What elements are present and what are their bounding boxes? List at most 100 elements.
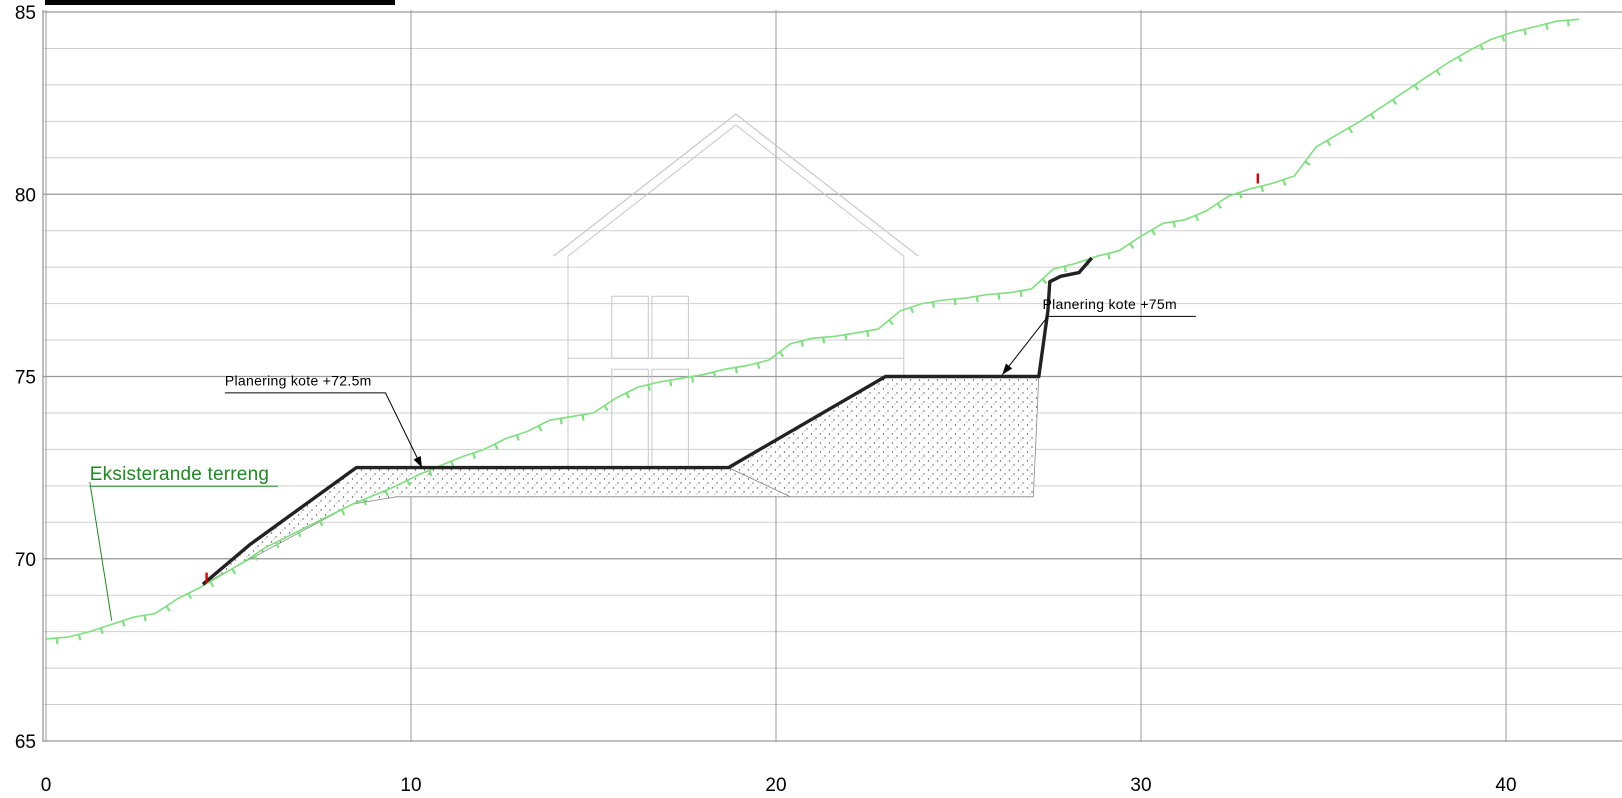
terrain-hatch <box>515 434 520 441</box>
terrain-hatch <box>603 405 609 412</box>
terrain-hatch <box>1413 84 1419 91</box>
terrain-hatch <box>1457 56 1463 63</box>
terrain-hatch <box>800 340 805 348</box>
fill-area-high <box>727 376 1040 498</box>
leader-plan-low-arrowhead <box>413 455 422 468</box>
x-tick-label: 40 <box>1495 775 1516 796</box>
new-profile <box>201 256 1093 586</box>
terrain-hatch <box>428 469 433 477</box>
label-plan-high: Planering kote +75m <box>1042 296 1177 312</box>
terrain-hatch <box>99 627 104 635</box>
y-tick-label: 80 <box>15 185 36 206</box>
terrain-line <box>45 18 1580 640</box>
terrain-hatch <box>231 568 237 575</box>
existing-terrain <box>45 18 1580 645</box>
terrain-hatch <box>734 367 738 374</box>
major-grid <box>42 10 1622 742</box>
terrain-hatch <box>77 634 82 641</box>
label-existing-terrain: Eksisterande terreng <box>90 464 269 485</box>
terrain-hatch <box>1216 202 1222 209</box>
terrain-hatch <box>1370 113 1376 120</box>
terrain-hatch <box>1435 69 1441 76</box>
terrain-hatch <box>1282 179 1287 186</box>
terrain-hatch <box>296 530 302 538</box>
terrain-hatch <box>581 414 585 421</box>
leader-plan-high-arrowhead <box>1002 363 1013 375</box>
terrain-hatch <box>1063 265 1067 273</box>
terrain-hatch <box>1523 29 1527 36</box>
house-roof-inner <box>567 124 905 257</box>
terrain-hatch <box>274 541 280 549</box>
terrain-hatch <box>1501 35 1506 42</box>
leader-terrain <box>89 482 113 621</box>
terrain-hatch <box>1545 23 1549 30</box>
terrain-hatch <box>472 452 476 460</box>
leader-plan-high <box>1001 315 1196 376</box>
label-plan-low: Planering kote +72.5m <box>225 373 372 389</box>
house-window <box>651 295 689 359</box>
terrain-hatch <box>450 460 455 468</box>
title-bar <box>45 0 395 5</box>
terrain-hatch <box>121 620 126 627</box>
terrain-hatch <box>975 296 979 303</box>
terrain-hatch <box>1479 44 1485 51</box>
terrain-hatch <box>318 519 324 527</box>
terrain-hatch <box>888 319 894 326</box>
axis-tick-labels: 65 70 75 80 85 0 10 20 30 40 <box>15 3 1517 796</box>
terrain-hatch <box>165 605 171 612</box>
terrain-hatch <box>340 509 346 516</box>
terrain-hatch <box>1238 192 1243 199</box>
terrain-hatch <box>537 425 543 432</box>
terrain-hatch <box>1304 160 1311 166</box>
house-window <box>611 295 649 359</box>
terrain-hatch <box>1348 127 1354 134</box>
terrain-hatch <box>756 362 761 369</box>
new-profile-line <box>201 256 1093 586</box>
fill-areas <box>202 376 1040 585</box>
terrain-hatch <box>1019 290 1023 297</box>
y-tick-label: 70 <box>15 550 36 571</box>
terrain-hatch <box>559 418 563 425</box>
terrain-hatch <box>1260 185 1264 193</box>
terrain-hatch <box>1194 214 1200 222</box>
y-tick-label: 75 <box>15 368 36 389</box>
house-roof <box>553 113 919 257</box>
x-tick-label: 10 <box>400 775 421 796</box>
terrain-hatch <box>778 351 785 358</box>
terrain-hatch <box>625 392 631 399</box>
terrain-hatch <box>1107 253 1111 260</box>
terrain-hatch <box>931 301 936 308</box>
terrain-hatch <box>253 554 259 561</box>
terrain-hatch <box>406 479 412 487</box>
terrain-hatch <box>1129 242 1135 250</box>
terrain-hatch <box>712 371 717 379</box>
y-tick-label: 65 <box>15 732 36 753</box>
markers <box>205 173 1260 583</box>
terrain-hatch <box>910 306 914 314</box>
terrain-hatch <box>1172 221 1176 228</box>
terrain-hatch <box>384 489 389 497</box>
terrain-hatch <box>1150 229 1156 236</box>
terrain-hatch <box>209 580 215 588</box>
terrain-hatch <box>1326 139 1332 147</box>
terrain-hatch <box>669 379 673 387</box>
annotations: Planering kote +72.5m Planering kote +75m… <box>89 296 1196 621</box>
x-tick-label: 30 <box>1130 775 1151 796</box>
house-window <box>611 368 649 469</box>
fill-area-low <box>202 467 791 585</box>
x-tick-label: 0 <box>41 775 52 796</box>
terrain-hatch <box>362 499 367 506</box>
x-tick-label: 20 <box>765 775 786 796</box>
leader-plan-low <box>224 392 423 468</box>
terrain-hatch <box>1041 278 1048 285</box>
terrain-hatch <box>493 443 499 450</box>
terrain-hatch <box>1391 98 1398 106</box>
terrain-hatch <box>844 334 848 341</box>
terrain-hatch <box>647 384 651 391</box>
y-tick-label: 85 <box>15 3 36 24</box>
terrain-hatch <box>866 330 870 338</box>
terrain-hatch <box>143 615 147 622</box>
terrain-hatch <box>187 592 193 600</box>
terrain-hatch <box>690 376 695 383</box>
